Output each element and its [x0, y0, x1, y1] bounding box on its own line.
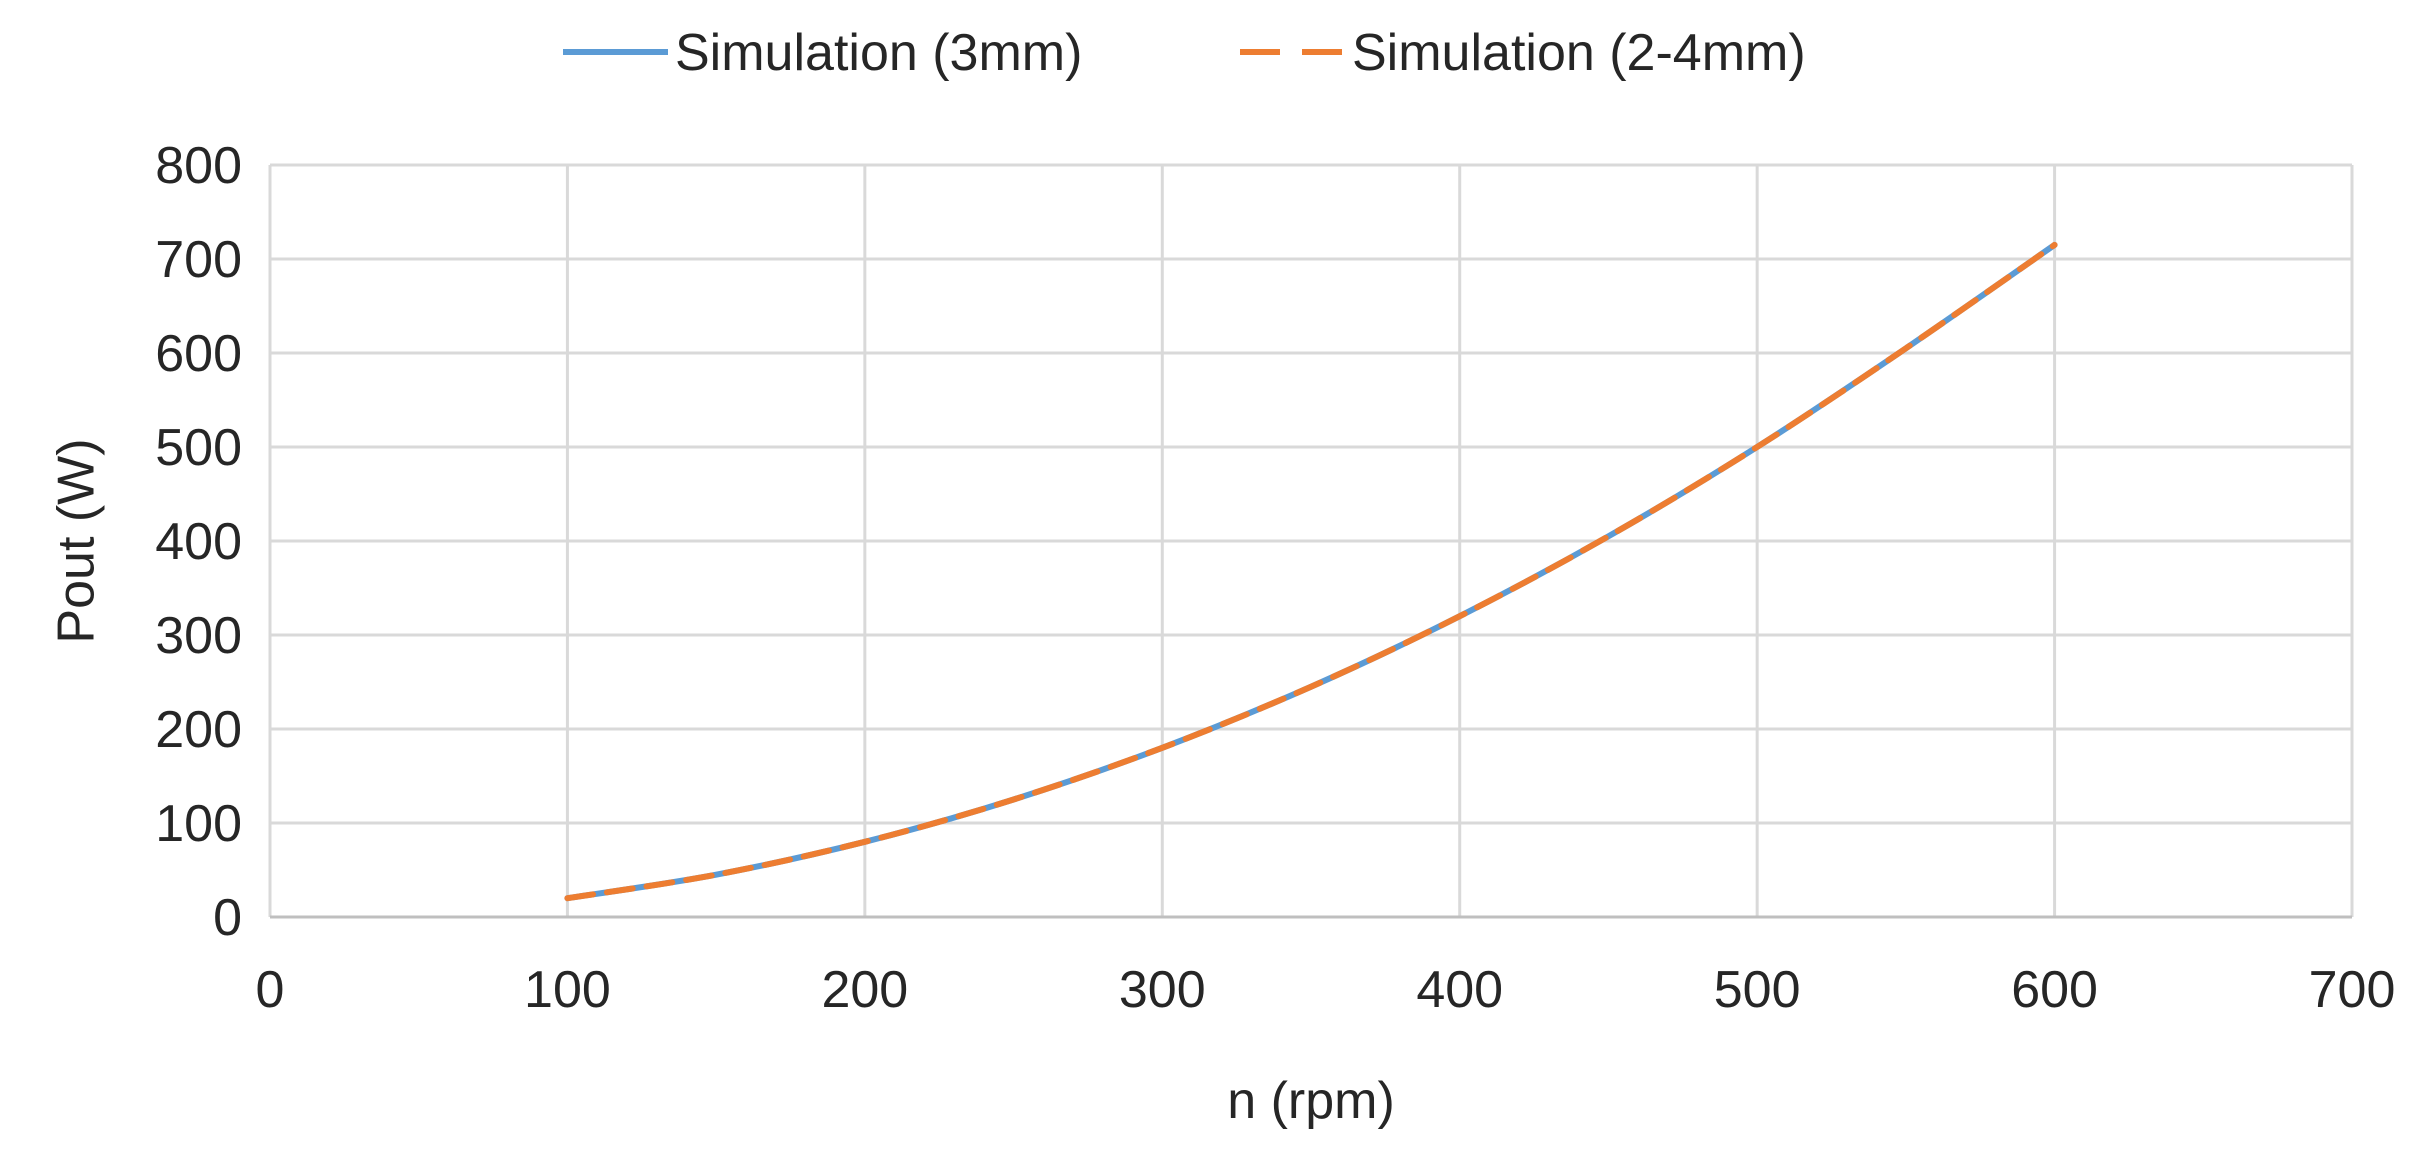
- y-tick-label: 300: [155, 607, 242, 665]
- x-tick-label: 200: [821, 961, 908, 1019]
- grid-layer: [270, 163, 2354, 917]
- x-tick-label: 400: [1416, 961, 1503, 1019]
- x-tick-label: 700: [2309, 961, 2396, 1019]
- legend-label-simulation-3mm: Simulation (3mm): [675, 24, 1082, 82]
- x-axis-title: n (rpm): [1227, 1072, 1395, 1130]
- y-tick-label: 500: [155, 419, 242, 477]
- axis-layer: 0 100 200 300 400 500 600 700 800 0 100 200 300 400 50…: [155, 137, 2395, 1019]
- y-tick-label: 700: [155, 231, 242, 289]
- x-tick-label: 600: [2011, 961, 2098, 1019]
- x-tick-label: 500: [1714, 961, 1801, 1019]
- label-layer: n (rpm) Pout (W): [48, 438, 1395, 1130]
- y-tick-label: 800: [155, 137, 242, 195]
- x-tick-label: 0: [256, 961, 285, 1019]
- x-tick-label: 300: [1119, 961, 1206, 1019]
- y-tick-label: 200: [155, 701, 242, 759]
- y-axis-title: Pout (W): [48, 438, 106, 643]
- y-tick-label: 0: [213, 889, 242, 947]
- y-tick-label: 400: [155, 513, 242, 571]
- series-line-simulation-2-4mm: [564, 241, 2058, 902]
- y-tick-label: 100: [155, 795, 242, 853]
- x-tick-label: 100: [524, 961, 611, 1019]
- series-line-simulation-3mm: [564, 241, 2058, 902]
- y-tick-label: 600: [155, 325, 242, 383]
- legend-label-simulation-2-4mm: Simulation (2-4mm): [1352, 24, 1806, 82]
- legend: Simulation (3mm) Simulation (2-4mm): [563, 24, 1806, 82]
- series-layer: [564, 241, 2058, 902]
